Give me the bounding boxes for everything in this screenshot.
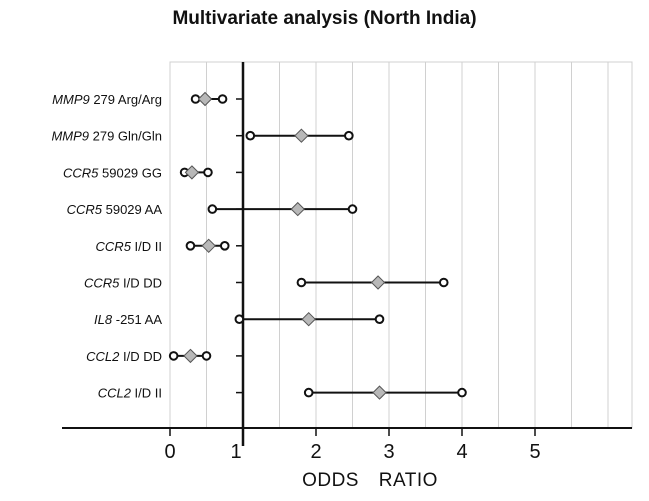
odds-ratio-marker: [184, 165, 200, 180]
ci-end-marker: [203, 167, 213, 178]
forest-row: [190, 91, 243, 107]
ci-end-marker: [217, 94, 228, 104]
variant-name: I/D DD: [119, 276, 162, 291]
variant-name: -251 AA: [112, 312, 162, 327]
ci-end-marker: [303, 387, 314, 398]
forest-row: [236, 385, 467, 400]
chart-title: Multivariate analysis (North India): [172, 8, 477, 29]
ci-end-marker: [207, 204, 218, 214]
ci-end-marker: [457, 387, 467, 398]
data-rows: [168, 91, 467, 400]
x-axis-label: ODDS RATIO: [302, 470, 438, 491]
forest-row: [185, 238, 243, 254]
odds-ratio-marker: [290, 201, 305, 217]
category-label: CCR5 I/D II: [96, 239, 162, 254]
odds-ratio-marker: [183, 348, 198, 364]
forest-row: [234, 311, 385, 327]
ci-end-marker: [344, 130, 354, 141]
odds-ratio-marker: [301, 311, 316, 327]
ci-end-marker: [347, 204, 358, 214]
gene-name: MMP9: [51, 129, 89, 144]
variant-name: 59029 AA: [102, 202, 162, 217]
odds-ratio-marker: [370, 275, 386, 290]
category-label: CCR5 I/D DD: [84, 276, 162, 291]
ci-end-marker: [438, 277, 449, 288]
plot-border: [169, 61, 633, 429]
variant-name: 59029 GG: [98, 165, 162, 180]
gene-name: CCR5: [96, 239, 132, 254]
ci-end-marker: [201, 351, 212, 361]
category-label: CCL2 I/D II: [98, 386, 162, 401]
odds-ratio-marker: [294, 128, 309, 143]
variant-name: I/D II: [131, 386, 162, 401]
ci-end-marker: [185, 241, 196, 251]
forest-row: [236, 275, 449, 290]
grid-lines: [169, 61, 633, 429]
category-label: MMP9 279 Arg/Arg: [52, 92, 162, 107]
gene-name: MMP9: [52, 92, 90, 107]
axes: [62, 62, 632, 446]
ci-end-marker: [168, 351, 179, 361]
x-tick-label: 0: [164, 441, 175, 463]
x-tick-label: 2: [310, 441, 321, 463]
ci-end-marker: [374, 314, 385, 325]
forest-row: [236, 128, 354, 143]
ci-end-marker: [219, 241, 230, 251]
odds-ratio-marker: [201, 238, 216, 254]
odds-ratio-marker: [197, 91, 213, 107]
x-tick-label: 1: [230, 441, 241, 463]
category-label: IL8 -251 AA: [94, 312, 162, 327]
forest-row: [207, 201, 358, 217]
variant-name: 279 Arg/Arg: [90, 92, 162, 107]
gene-name: IL8: [94, 312, 113, 327]
variant-name: I/D II: [131, 239, 162, 254]
gene-name: CCL2: [98, 386, 132, 401]
x-ticks: 0 1 2 3 4 5: [164, 428, 541, 463]
category-label: CCL2 I/D DD: [86, 349, 162, 364]
odds-ratio-marker: [372, 385, 387, 400]
category-label: MMP9 279 Gln/Gln: [51, 129, 162, 144]
category-label: CCR5 59029 GG: [63, 165, 162, 180]
gene-name: CCR5: [84, 276, 120, 291]
forest-row: [168, 348, 243, 364]
ci-end-marker: [296, 277, 307, 288]
gene-name: CCR5: [67, 202, 103, 217]
forest-row: [179, 165, 243, 180]
gene-name: CCL2: [86, 349, 120, 364]
ci-end-marker: [245, 130, 256, 141]
gene-name: CCR5: [63, 165, 99, 180]
x-tick-label: 3: [383, 441, 394, 463]
x-tick-label: 5: [529, 441, 540, 463]
category-label: CCR5 59029 AA: [67, 202, 163, 217]
variant-name: I/D DD: [119, 349, 162, 364]
x-tick-label: 4: [456, 441, 467, 463]
variant-name: 279 Gln/Gln: [89, 129, 162, 144]
ci-end-marker: [234, 314, 245, 325]
